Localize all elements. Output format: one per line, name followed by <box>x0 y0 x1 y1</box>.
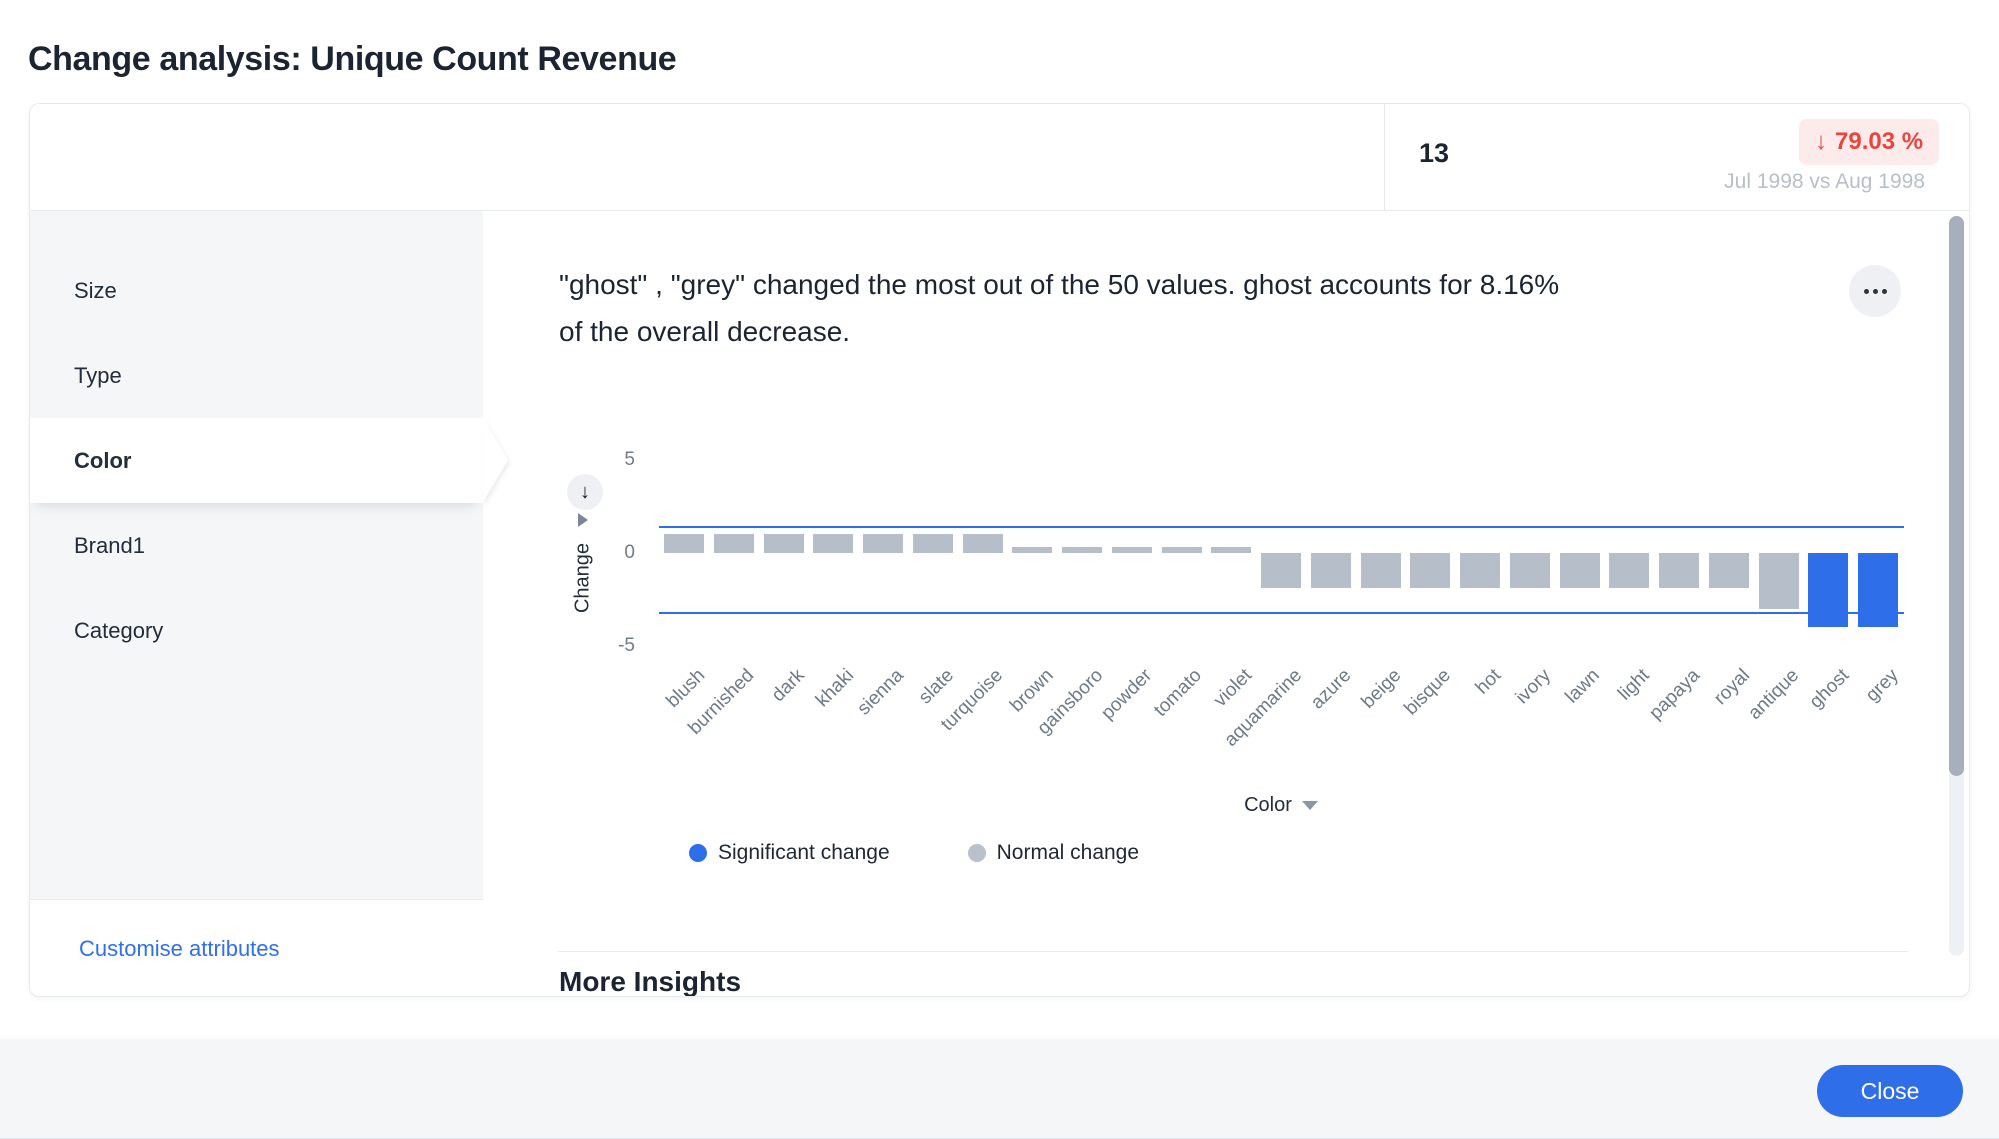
bar-hot[interactable] <box>1460 553 1500 589</box>
x-label-hot: hot <box>1471 665 1505 699</box>
scrollbar-thumb[interactable] <box>1949 216 1964 776</box>
arrow-down-icon: ↓ <box>1815 128 1827 155</box>
page-title: Change analysis: Unique Count Revenue <box>28 40 677 78</box>
x-label-khaki: khaki <box>811 665 859 712</box>
x-label-antique: antique <box>1744 665 1804 724</box>
bar-papaya[interactable] <box>1659 553 1699 589</box>
insight-line-1: "ghost" , "grey" changed the most out of… <box>559 269 1560 300</box>
insight-text: "ghost" , "grey" changed the most out of… <box>559 261 1899 355</box>
bar-lawn[interactable] <box>1559 553 1600 589</box>
x-label-grey: grey <box>1861 665 1903 706</box>
customise-attributes-link[interactable]: Customise attributes <box>79 936 280 961</box>
change-bar-chart: ↓ Change Color Significant change Normal … <box>30 104 1969 996</box>
bar-violet[interactable] <box>1211 547 1252 553</box>
sidebar-item-brand1[interactable]: Brand1 <box>74 532 145 558</box>
x-label-powder: powder <box>1097 665 1157 724</box>
x-label-dark: dark <box>767 665 809 706</box>
x-label-slate: slate <box>914 665 958 709</box>
legend-label: Significant change <box>718 841 890 864</box>
sidebar-footer: Customise attributes <box>30 899 483 996</box>
expand-triangle-icon[interactable] <box>578 513 588 527</box>
bar-royal[interactable] <box>1708 553 1749 589</box>
bar-brown[interactable] <box>1012 547 1053 553</box>
bar-azure[interactable] <box>1310 553 1351 589</box>
bar-ivory[interactable] <box>1509 553 1550 589</box>
bar-beige[interactable] <box>1360 553 1401 589</box>
bar-turquoise[interactable] <box>962 534 1003 553</box>
attribute-list: Size Type Color Brand1 Category <box>30 248 483 673</box>
bar-gainsboro[interactable] <box>1062 547 1102 553</box>
bar-blush[interactable] <box>664 534 704 553</box>
chart-legend: Significant change Normal change <box>689 841 1139 865</box>
legend-label: Normal change <box>996 841 1140 864</box>
bar-khaki[interactable] <box>813 534 854 553</box>
bar-light[interactable] <box>1609 553 1650 589</box>
section-divider <box>558 951 1908 952</box>
vertical-scrollbar[interactable] <box>1949 216 1964 956</box>
y-tick-5: 5 <box>624 449 635 470</box>
y-tick--5: -5 <box>618 635 635 656</box>
download-arrow-button[interactable]: ↓ <box>567 474 603 510</box>
bar-dark[interactable] <box>763 534 804 553</box>
y-tick-0: 0 <box>624 542 635 563</box>
bar-tomato[interactable] <box>1161 547 1202 553</box>
x-label-bisque: bisque <box>1400 665 1456 720</box>
bar-burnished[interactable] <box>713 534 754 553</box>
more-options-button[interactable] <box>1849 265 1901 317</box>
bar-sienna[interactable] <box>863 534 903 553</box>
upper-threshold-line <box>659 525 1904 528</box>
legend-dot-icon <box>967 844 986 862</box>
change-percent: 79.03 % <box>1835 128 1924 155</box>
x-axis-label: Color <box>1244 794 1292 816</box>
legend-item-significant-change[interactable]: Significant change <box>689 841 890 865</box>
x-label-ghost: ghost <box>1805 665 1854 713</box>
bar-bisque[interactable] <box>1410 553 1451 589</box>
close-button[interactable]: Close <box>1817 1065 1963 1117</box>
insight-line-2: of the overall decrease. <box>559 316 851 347</box>
bar-aquamarine[interactable] <box>1261 553 1301 589</box>
x-label-beige: beige <box>1357 665 1406 713</box>
analysis-card: 13 ↓ 79.03 % Jul 1998 vs Aug 1998 Size Ty… <box>29 103 1970 997</box>
x-label-azure: azure <box>1307 665 1356 714</box>
comparison-period: Jul 1998 vs Aug 1998 <box>1724 170 1925 193</box>
attribute-sidebar: Size Type Color Brand1 Category <box>30 211 483 899</box>
sidebar-item-color[interactable]: Color <box>30 418 483 503</box>
ellipsis-icon <box>1863 288 1869 294</box>
x-label-papaya: papaya <box>1644 665 1704 724</box>
bar-powder[interactable] <box>1111 547 1152 553</box>
bar-antique[interactable] <box>1758 553 1799 609</box>
header-divider <box>1384 104 1385 211</box>
kpi-value: 13 <box>1419 138 1450 168</box>
bar-grey[interactable] <box>1858 553 1898 628</box>
sidebar-item-category[interactable]: Category <box>74 617 164 643</box>
x-label-lawn: lawn <box>1561 665 1605 708</box>
x-label-light: light <box>1614 665 1655 705</box>
sidebar-item-size[interactable]: Size <box>74 277 117 303</box>
card-header: 13 ↓ 79.03 % Jul 1998 vs Aug 1998 <box>30 104 1969 211</box>
change-badge: ↓ 79.03 % <box>1799 119 1940 165</box>
more-insights-title: More Insights <box>559 966 742 997</box>
x-label-tomato: tomato <box>1150 665 1207 721</box>
dialog-footer: Close <box>0 1039 1999 1139</box>
legend-item-normal-change[interactable]: Normal change <box>967 841 1140 865</box>
lower-threshold-line <box>659 611 1904 614</box>
bar-ghost[interactable] <box>1808 553 1849 628</box>
x-axis-dropdown[interactable]: Color <box>1181 794 1381 817</box>
bar-slate[interactable] <box>912 534 953 553</box>
x-label-royal: royal <box>1709 665 1754 709</box>
caret-down-icon <box>1301 801 1318 811</box>
legend-dot-icon <box>689 844 707 862</box>
x-label-sienna: sienna <box>853 665 908 720</box>
sidebar-item-type[interactable]: Type <box>74 362 122 388</box>
x-label-ivory: ivory <box>1511 665 1555 709</box>
